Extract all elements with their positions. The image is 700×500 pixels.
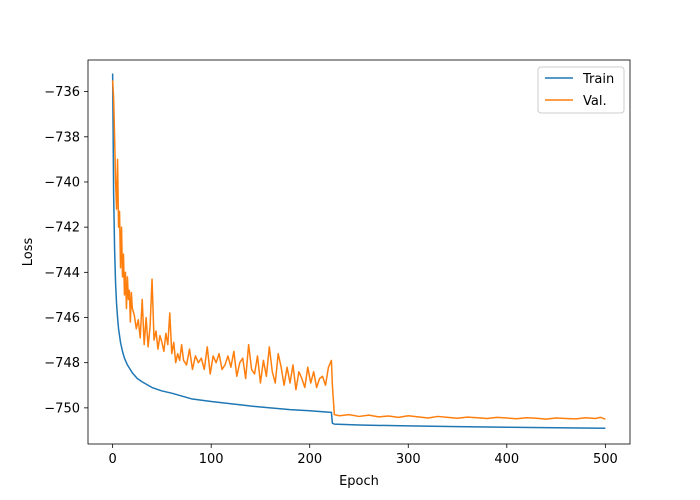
legend-label-train: Train (582, 72, 614, 87)
y-tick-label: −736 (44, 85, 80, 100)
x-axis-label: Epoch (339, 474, 379, 489)
y-tick-label: −744 (44, 266, 80, 281)
x-axis-ticks: 0 100 200 300 400 500 (108, 444, 618, 467)
legend: Train Val. (537, 66, 625, 114)
x-tick-label: 500 (593, 452, 618, 467)
x-tick-label: 200 (297, 452, 322, 467)
series-line-train (111, 73, 606, 429)
y-tick-label: −748 (44, 356, 80, 371)
x-tick-label: 300 (396, 452, 421, 467)
x-tick-label: 400 (494, 452, 519, 467)
plot-frame (87, 59, 631, 445)
y-tick-label: −740 (44, 175, 80, 190)
y-axis-ticks: −750 −748 −746 −744 −742 −740 −738 −736 (44, 85, 88, 416)
y-axis-label: Loss (21, 238, 36, 267)
y-tick-label: −738 (44, 130, 80, 145)
y-tick-label: −746 (44, 311, 80, 326)
legend-label-val: Val. (583, 94, 607, 109)
y-tick-label: −742 (44, 221, 80, 236)
x-tick-label: 0 (108, 452, 116, 467)
series-line-val (111, 80, 606, 420)
x-tick-label: 100 (199, 452, 224, 467)
series-layer (111, 73, 606, 429)
y-tick-label: −750 (44, 401, 80, 416)
